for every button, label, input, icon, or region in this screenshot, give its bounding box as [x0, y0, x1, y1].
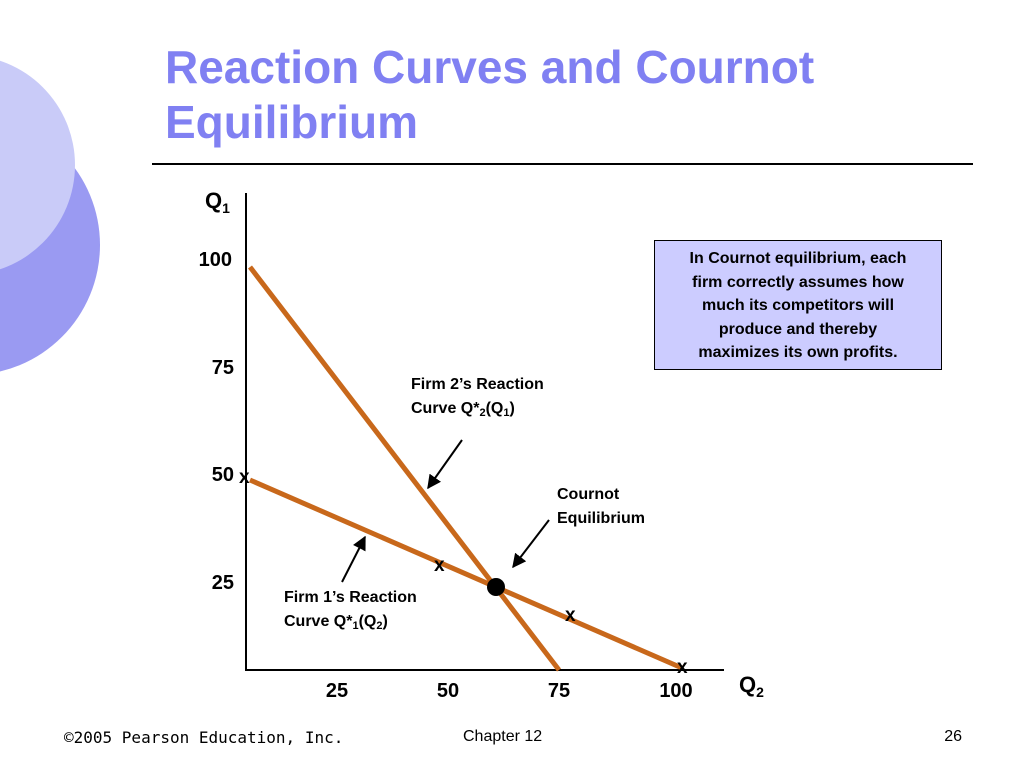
callout-line: maximizes its own profits.	[698, 344, 898, 361]
footer-chapter: Chapter 12	[463, 728, 543, 745]
x-tick-label: 25	[325, 680, 349, 702]
callout-line: firm correctly assumes how	[692, 273, 904, 291]
point-marker: x	[565, 605, 576, 626]
callout-line: produce and thereby	[718, 320, 878, 338]
y-tick-label: 75	[211, 357, 234, 379]
firm1-reaction-curve	[249, 477, 683, 671]
firm2-curve-arrow	[427, 439, 463, 490]
x-tick-label: 75	[547, 680, 571, 702]
point-marker: x	[677, 657, 688, 678]
slide-title-line-2: Equilibrium	[165, 96, 418, 148]
equilibrium-arrow	[512, 519, 550, 569]
x-tick-label: 100	[659, 680, 693, 702]
firm2-curve-label: Firm 2’s Reaction Curve Q*2(Q1)	[411, 376, 544, 419]
y-tick-label: 100	[198, 249, 232, 271]
x-axis-label: Q2	[739, 672, 764, 700]
decorative-circle-light	[0, 60, 75, 270]
point-marker: x	[434, 555, 445, 576]
footer-page-number: 26	[944, 728, 962, 745]
y-tick-label: 25	[211, 572, 234, 594]
y-tick-label: 50	[211, 464, 234, 486]
title-divider	[152, 163, 973, 165]
cournot-equilibrium-point	[487, 578, 505, 596]
cournot-explanation-box: In Cournot equilibrium, each firm correc…	[654, 240, 942, 370]
callout-line: In Cournot equilibrium, each	[689, 250, 907, 267]
slide-title: Reaction Curves and Cournot Equilibrium	[165, 40, 985, 150]
slide-title-line-1: Reaction Curves and Cournot	[165, 41, 815, 93]
callout-line: much its competitors will	[701, 297, 895, 314]
firm2-reaction-curve	[248, 265, 561, 672]
equilibrium-label: Cournot Equilibrium	[557, 486, 645, 527]
point-marker: x	[239, 467, 250, 488]
x-tick-label: 50	[436, 680, 460, 702]
decorative-circles	[0, 60, 100, 372]
y-axis-label: Q1	[205, 188, 230, 216]
firm1-curve-arrow	[341, 535, 366, 583]
firm1-curve-label: Firm 1’s Reaction Curve Q*1(Q2)	[284, 589, 417, 632]
footer-copyright: ©2005 Pearson Education, Inc.	[64, 728, 344, 747]
